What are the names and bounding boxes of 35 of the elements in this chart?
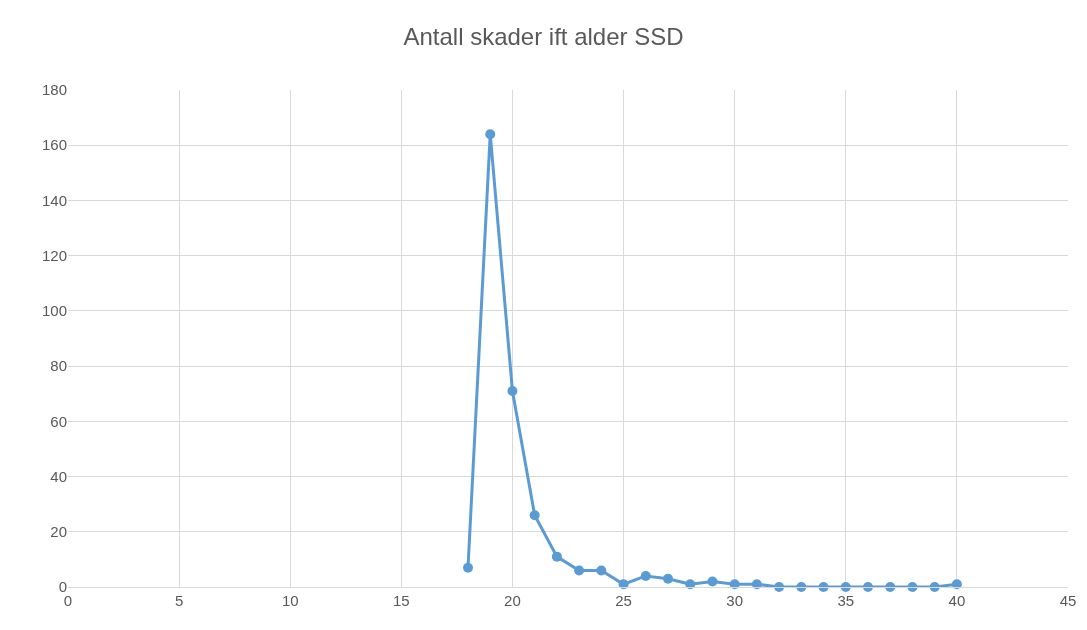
point (951, 579, 962, 590)
y-tick-label: 80 (50, 357, 67, 375)
x-tick-label: 5 (174, 592, 184, 609)
y-tick-label: 100 (41, 302, 67, 320)
point (529, 510, 540, 521)
x-tick-label: 25 (615, 592, 632, 609)
y-tick-label: 160 (41, 136, 67, 154)
point (485, 129, 496, 140)
y-tick-label: 180 (41, 81, 67, 99)
x-tick-label: 30 (726, 592, 744, 609)
chart-title: Antall skader ift alder SSD (403, 23, 684, 51)
point (663, 573, 673, 584)
y-tick-label: 20 (50, 523, 67, 541)
x-tick-label: 10 (281, 592, 299, 609)
y-tick-label: 60 (50, 412, 67, 430)
y-tick-label: 0 (58, 578, 67, 596)
point (596, 565, 607, 576)
x-tick-label: 40 (948, 592, 966, 609)
x-tick-label: 45 (1059, 592, 1077, 609)
point (685, 579, 696, 590)
x-tick-label: 20 (504, 592, 521, 609)
point (507, 385, 518, 396)
point (463, 562, 473, 573)
point (751, 579, 762, 590)
y-tick-label: 120 (41, 246, 67, 264)
point (574, 565, 585, 576)
y-tick-label: 140 (41, 191, 67, 209)
y-tick-label: 40 (50, 467, 67, 485)
x-tick-label: 35 (837, 592, 855, 609)
point (863, 582, 873, 592)
point (729, 579, 740, 590)
point (640, 570, 651, 581)
point (707, 576, 718, 587)
x-tick-label: 15 (392, 592, 410, 609)
point (551, 551, 562, 562)
